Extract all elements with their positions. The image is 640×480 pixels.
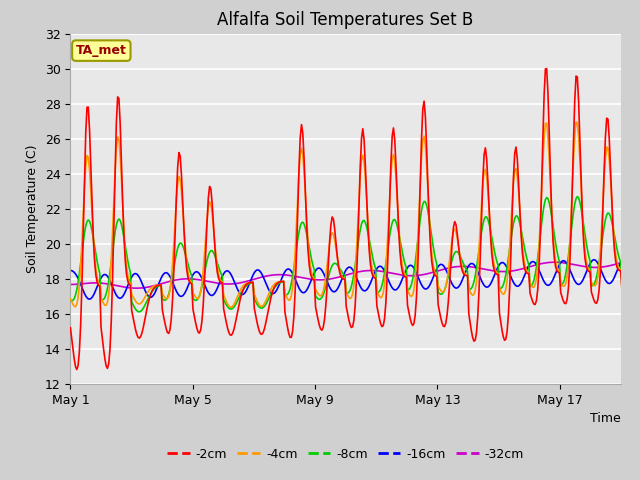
-32cm [373, 268, 381, 274]
Line: -2cm: -2cm [70, 69, 640, 370]
-16cm [363, 287, 371, 293]
-2cm [559, 298, 567, 303]
-4cm [227, 304, 235, 310]
-16cm [353, 275, 360, 280]
Title: Alfalfa Soil Temperatures Set B: Alfalfa Soil Temperatures Set B [218, 11, 474, 29]
-16cm [588, 259, 595, 264]
-8cm [589, 283, 596, 288]
Line: -32cm: -32cm [70, 257, 640, 288]
-16cm [558, 258, 566, 264]
X-axis label: Time: Time [590, 412, 621, 425]
Line: -4cm: -4cm [70, 122, 640, 307]
-32cm [67, 282, 74, 288]
-32cm [323, 276, 331, 282]
-8cm [323, 279, 331, 285]
-4cm [67, 296, 74, 302]
-2cm [543, 66, 550, 72]
-4cm [353, 248, 360, 254]
-8cm [67, 297, 74, 303]
-16cm [67, 267, 74, 273]
-2cm [73, 367, 81, 372]
-16cm [323, 278, 331, 284]
-8cm [353, 253, 360, 259]
-32cm [363, 268, 371, 274]
-2cm [589, 293, 596, 299]
-16cm [621, 256, 628, 262]
-8cm [136, 309, 143, 315]
-32cm [558, 260, 566, 265]
-32cm [588, 264, 595, 270]
-4cm [373, 288, 381, 294]
Legend: -2cm, -4cm, -8cm, -16cm, -32cm: -2cm, -4cm, -8cm, -16cm, -32cm [162, 443, 529, 466]
-2cm [67, 325, 74, 331]
-4cm [323, 263, 331, 269]
-4cm [572, 119, 580, 125]
-8cm [558, 282, 566, 288]
-4cm [363, 197, 371, 203]
-4cm [558, 282, 566, 288]
-4cm [589, 281, 596, 287]
Line: -8cm: -8cm [70, 197, 640, 312]
-8cm [573, 194, 581, 200]
Text: TA_met: TA_met [76, 44, 127, 57]
-2cm [373, 303, 381, 309]
-2cm [353, 278, 360, 284]
-32cm [133, 285, 141, 291]
-16cm [86, 296, 93, 302]
Y-axis label: Soil Temperature (C): Soil Temperature (C) [26, 144, 39, 273]
-8cm [363, 224, 371, 229]
-2cm [363, 194, 371, 200]
Line: -16cm: -16cm [70, 259, 640, 299]
-8cm [373, 289, 381, 295]
-16cm [373, 266, 381, 272]
-32cm [353, 269, 360, 275]
-2cm [323, 284, 331, 290]
